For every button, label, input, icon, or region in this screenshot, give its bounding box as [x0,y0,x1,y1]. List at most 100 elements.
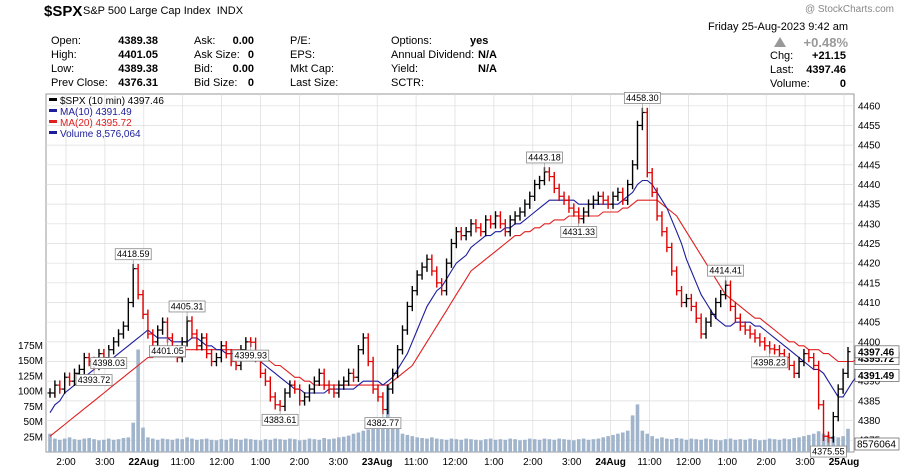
price-bars [47,107,851,443]
low-value: 4389.38 [118,63,158,75]
price-tick-label: 4400 [858,337,881,348]
bid-size-label: Bid Size: [194,77,238,89]
time-tick-label: 3:00 [329,457,349,468]
annotation-label: 4418.59 [117,249,150,259]
volume-bar [346,435,351,452]
volume-bar [581,438,586,452]
volume-bar [674,437,679,452]
dividend-value: N/A [478,49,497,61]
bid-value: 0.00 [232,63,254,75]
volume-bar [821,433,826,452]
bid-label: Bid: [194,63,213,75]
volume-bar [532,439,537,452]
price-tick-label: 4380 [858,416,881,427]
volume-bar [758,440,762,452]
volume-tag [854,437,900,451]
time-tick-label: 11:00 [637,457,662,468]
volume-bar [576,439,581,452]
volume-bar [199,439,204,452]
annotation-box [149,345,186,358]
volume-bar [816,431,821,452]
instrument-name: S&P 500 Large Cap Index INDX [83,5,244,17]
volume-bar [141,427,145,452]
last-value: 4397.46 [806,64,846,76]
volume-bar [655,438,659,452]
volume-bar [454,439,459,452]
volume-bar [689,438,694,452]
annotation-label: 4375.55 [812,447,845,457]
volume-bar [244,438,248,452]
volume-bar [640,430,645,452]
volume-bar [131,422,136,452]
volume-bar [175,438,180,452]
volume-bar [283,439,287,452]
volume-bar [214,440,219,452]
volume-bar [239,439,243,452]
volume-tick-label: 125M [18,371,43,382]
volume-bar [792,437,796,452]
volume-bar [195,439,199,452]
volume-bar [151,438,155,452]
time-tick-label: 1:00 [484,457,504,468]
volume-bar [669,439,674,452]
time-tick-label: 11:00 [404,457,429,468]
time-tick-label: 11:00 [171,457,196,468]
volume-bar [106,438,111,452]
volume-bar [709,439,713,452]
volume-bar [777,439,782,452]
volume-bar [679,438,684,452]
volume-bar [97,440,101,452]
volume-bar [787,439,792,452]
volume-bar [258,440,263,452]
volume-bar [361,430,366,452]
volume-bar [337,437,341,452]
volume-bar [248,439,253,452]
volume-bar [733,439,738,452]
time-tick-label: 3:00 [562,457,582,468]
volume-bar [684,439,689,452]
volume-bar [292,439,297,452]
annotation-box [560,226,598,238]
annotation-label: 4398.03 [92,358,125,368]
time-tick-label: 3:00 [95,457,115,468]
legend-swatch-volume [49,131,57,134]
volume-bar [253,439,258,452]
volume-bar [278,439,282,452]
price-tick-label: 4405 [858,318,881,329]
volume-bar [204,438,209,452]
volume-bar [831,436,836,452]
volume-bar [209,439,214,452]
volume-bar [723,439,728,452]
volume-bar [381,421,385,452]
volume-bar [53,438,57,452]
annotation-box [526,151,563,164]
volume-bar [410,436,415,452]
volume-bar [229,438,233,452]
annotation-box [75,374,113,386]
volume-bar [464,438,468,452]
volume-bar [841,436,845,452]
volume-bar [513,439,517,452]
volume-bar [591,439,596,452]
volume-bar [121,437,126,452]
volume-bars [48,349,850,452]
annotation-box [623,92,661,104]
last-price-tag-label: 4397.46 [858,347,895,358]
volume-bar [48,433,52,452]
volume-bar [332,438,336,452]
volume-bar [772,439,777,452]
price-tick-label: 4415 [858,278,881,289]
volume-bar [102,439,106,452]
volume-bar [165,439,170,452]
volume-bar [449,438,454,452]
volume-bar [312,439,317,452]
chg-value: +21.15 [812,50,846,62]
ask-label: Ask: [194,35,216,47]
annotation-box [364,417,402,430]
annotation-box [168,300,206,313]
volume-bar [606,436,610,452]
yield-value: N/A [478,63,497,75]
volume-bar [136,349,140,452]
volume-tick-label: 175M [18,341,43,352]
